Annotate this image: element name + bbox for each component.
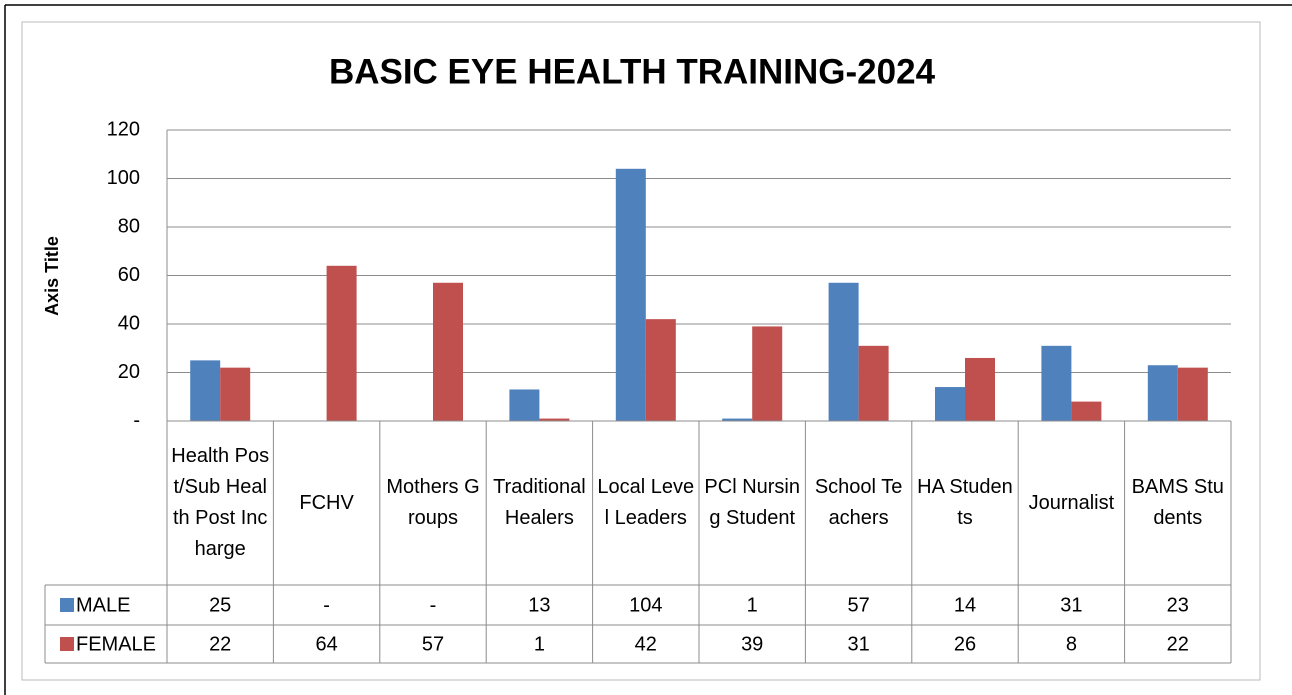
bar: [1147, 365, 1178, 421]
chart-title: BASIC EYE HEALTH TRAINING-2024: [329, 52, 936, 91]
legend-label: FEMALE: [76, 633, 156, 655]
table-value: 31: [847, 633, 869, 655]
table-value: 26: [954, 633, 976, 655]
bar: [965, 357, 995, 421]
y-tick-label: 100: [107, 167, 140, 189]
table-value: -: [323, 594, 330, 616]
table-value: 14: [954, 594, 976, 616]
y-axis-title: Axis Title: [42, 236, 62, 316]
bar: [1177, 367, 1208, 421]
x-tick-label: HA Students: [917, 476, 1013, 529]
x-tick-label: School Teachers: [814, 476, 903, 529]
bar: [615, 168, 646, 421]
bar: [858, 345, 889, 421]
bar: [722, 418, 753, 421]
y-tick-label: 80: [118, 215, 140, 237]
y-tick-label: 40: [118, 312, 140, 334]
bar: [1071, 401, 1102, 421]
bar: [326, 265, 357, 421]
x-tick-label: Journalist: [1028, 491, 1115, 514]
table-value: 8: [1066, 633, 1077, 655]
table-value: 57: [847, 594, 869, 616]
x-tick-label: Mothers Groups: [386, 476, 480, 529]
table-value: 57: [422, 633, 444, 655]
y-tick-label: 60: [118, 264, 140, 286]
chart-area: [21, 21, 1261, 681]
y-tick-label: 120: [107, 118, 140, 140]
x-tick-label: Health Post/Sub Health Post Incharge: [171, 445, 270, 560]
bar: [752, 326, 783, 421]
bar: [509, 389, 540, 421]
legend-key: [60, 637, 74, 651]
bar: [645, 319, 676, 421]
table-value: 39: [741, 633, 763, 655]
x-tick-label: Traditional Healers: [493, 476, 586, 529]
bar: [828, 282, 859, 421]
table-value: 104: [629, 594, 662, 616]
bar: [539, 418, 570, 421]
y-tick-label: -: [133, 409, 140, 431]
y-tick-label: 20: [118, 361, 140, 383]
table-value: -: [430, 594, 437, 616]
table-value: 64: [315, 633, 337, 655]
legend-label: MALE: [76, 594, 130, 616]
bar: [220, 367, 251, 421]
legend-key: [60, 598, 74, 612]
x-tick-label: FCHV: [299, 491, 354, 514]
bar: [1041, 345, 1072, 421]
bar: [433, 282, 463, 421]
table-value: 31: [1060, 594, 1082, 616]
x-tick-label: Local Level Leaders: [597, 476, 695, 529]
table-value: 1: [534, 633, 545, 655]
table-value: 42: [635, 633, 657, 655]
bar: [190, 360, 221, 421]
x-tick-label: PCl Nursing Student: [704, 476, 800, 529]
table-value: 13: [528, 594, 550, 616]
table-value: 1: [747, 594, 758, 616]
table-value: 22: [1167, 633, 1189, 655]
table-value: 25: [209, 594, 231, 616]
table-value: 22: [209, 633, 231, 655]
bar: [935, 387, 965, 421]
table-value: 23: [1167, 594, 1189, 616]
x-tick-label: BAMS Students: [1131, 476, 1224, 529]
